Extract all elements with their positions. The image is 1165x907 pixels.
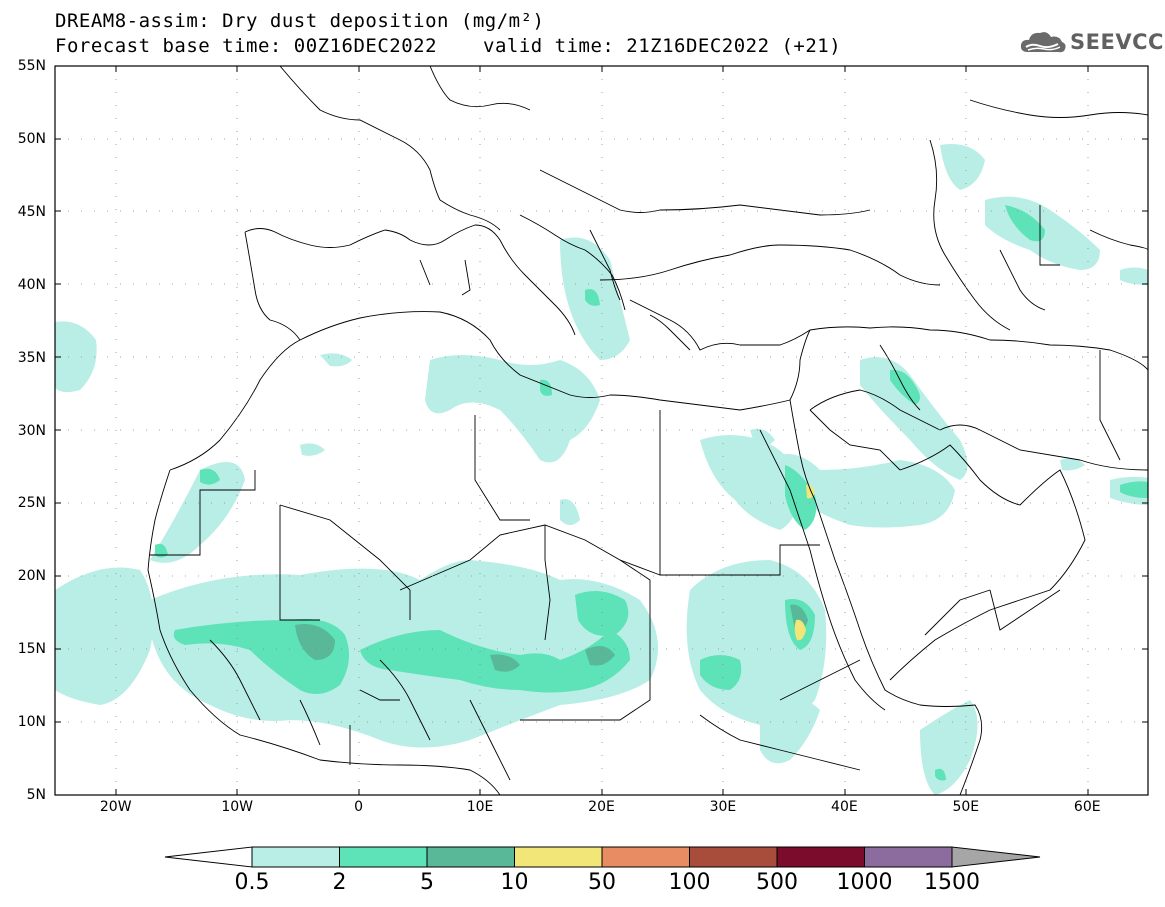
colorbar-label-10: 10 bbox=[500, 870, 529, 895]
map-title: DREAM8-assim: Dry dust deposition (mg/m²… bbox=[55, 10, 545, 32]
lat-label-35n: 35N bbox=[17, 349, 46, 366]
tick-marks bbox=[55, 65, 1148, 796]
lat-label-50n: 50N bbox=[17, 130, 46, 147]
colorbar-label-0.5: 0.5 bbox=[234, 870, 270, 895]
logo-text: SEEVCCC bbox=[1070, 30, 1165, 54]
colorbar-label-50: 50 bbox=[588, 870, 616, 895]
colorbar-box-6 bbox=[776, 846, 865, 868]
lat-label-15n: 15N bbox=[17, 641, 46, 658]
colorbar-box-0 bbox=[251, 846, 340, 868]
colorbar-box-3 bbox=[514, 846, 603, 868]
lat-label-30n: 30N bbox=[17, 422, 46, 439]
colorbar-label-1000: 1000 bbox=[836, 870, 893, 895]
lat-label-25n: 25N bbox=[17, 495, 46, 512]
lat-label-10n: 10N bbox=[17, 714, 46, 731]
lat-label-5n: 5N bbox=[26, 787, 46, 803]
colorbar-under-arrow bbox=[164, 846, 253, 868]
lon-label-40e: 40E bbox=[831, 799, 858, 815]
lat-label-45n: 45N bbox=[17, 203, 46, 220]
lon-label-30e: 30E bbox=[709, 799, 737, 815]
seevccc-logo: SEEVCCC bbox=[1018, 26, 1165, 58]
lat-label-40n: 40N bbox=[17, 276, 46, 293]
lon-label-20e: 20E bbox=[588, 799, 615, 815]
colorbar-label-1500: 1500 bbox=[924, 870, 980, 895]
lon-label-20w: 20W bbox=[99, 799, 132, 815]
colorbar-box-7 bbox=[864, 846, 953, 868]
colorbar-box-1 bbox=[339, 846, 428, 868]
lon-label-50e: 50E bbox=[952, 799, 980, 815]
forecast-base-time: Forecast base time: 00Z16DEC2022 bbox=[55, 35, 438, 57]
cloud-icon bbox=[1020, 32, 1066, 53]
lon-label-0: 0 bbox=[354, 799, 364, 815]
colorbar-box-5 bbox=[689, 846, 778, 868]
valid-time: valid time: 21Z16DEC2022 (+21) bbox=[483, 35, 842, 57]
colorbar-label-2: 2 bbox=[332, 870, 347, 895]
lon-label-10e: 10E bbox=[466, 799, 494, 815]
lon-label-60e: 60E bbox=[1073, 799, 1101, 815]
colorbar bbox=[164, 846, 1041, 868]
colorbar-over-arrow bbox=[951, 846, 1041, 868]
lat-label-55n: 55N bbox=[17, 58, 46, 74]
colorbar-label-5: 5 bbox=[420, 870, 434, 895]
lat-label-20n: 20N bbox=[17, 568, 46, 585]
colorbar-label-500: 500 bbox=[756, 870, 798, 895]
colorbar-box-2 bbox=[426, 846, 515, 868]
dust-level-0.5 bbox=[55, 144, 1148, 795]
lon-label-10w: 10W bbox=[221, 799, 253, 815]
colorbar-box-4 bbox=[601, 846, 690, 868]
boundaries bbox=[147, 66, 1148, 795]
graticule bbox=[55, 66, 1148, 795]
colorbar-label-100: 100 bbox=[668, 870, 711, 895]
